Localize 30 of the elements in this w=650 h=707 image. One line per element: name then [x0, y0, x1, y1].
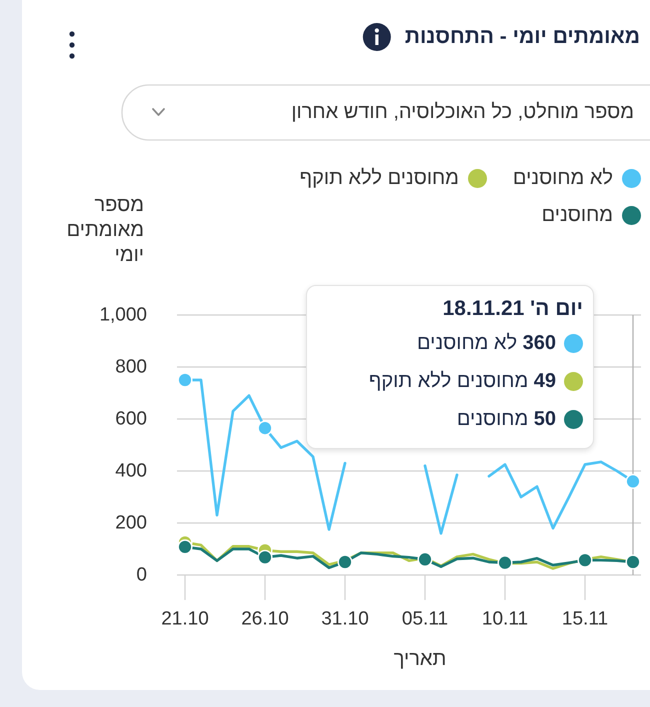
point	[178, 539, 192, 554]
x-tick-label: 21.10	[161, 608, 209, 630]
point	[578, 552, 592, 568]
x-tick-label: 15.11	[562, 608, 608, 630]
y-tick-label: 200	[115, 512, 147, 534]
x-tick-label: 31.10	[321, 608, 369, 630]
point	[498, 555, 512, 570]
y-tick-label: 0	[136, 564, 147, 586]
x-axis-title: תאריך	[392, 647, 448, 671]
point	[258, 550, 272, 565]
annotation: יום ה' 18.11.21	[442, 296, 583, 322]
x-tick-label: 10.11	[482, 608, 528, 630]
chart-subtitle: מספר מוחלט, כל האוכלוסיה, חודש אחרון	[291, 100, 634, 124]
x-tick-label: 26.10	[241, 608, 289, 630]
point	[178, 372, 192, 388]
y-tick-label: 600	[115, 408, 147, 430]
y-tick-label: 1,000	[99, 304, 147, 326]
point	[626, 554, 640, 570]
point	[258, 420, 272, 436]
y-axis-title: מספר מאומתים יומי	[66, 193, 144, 268]
y-tick-label: 400	[115, 460, 147, 482]
x-tick-label: 05.11	[402, 608, 448, 630]
point	[626, 474, 640, 489]
legend-label: מחוסנים ללא תוקף	[300, 166, 459, 191]
legend-label: לא מחוסנים	[512, 166, 613, 191]
point	[418, 552, 432, 567]
legend-label: מחוסנים	[542, 203, 613, 228]
chart-title: מאומתים יומי - התחסנות	[404, 24, 640, 50]
point	[338, 554, 352, 570]
y-tick-label: 800	[115, 356, 147, 378]
